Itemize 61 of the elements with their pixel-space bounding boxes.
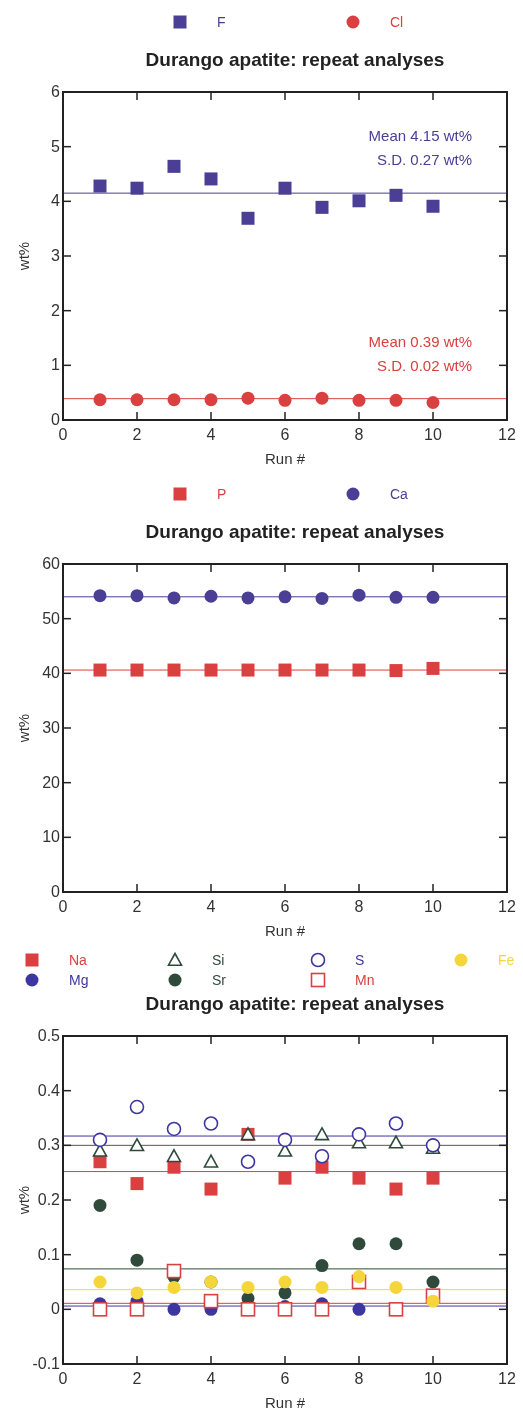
- y-tick-label: 0.4: [37, 1081, 61, 1099]
- y-tick-label: 0.3: [37, 1136, 61, 1154]
- y-tick-label: 0.5: [37, 1027, 61, 1044]
- y-tick-label: 50: [42, 609, 61, 627]
- y-tick-label: 20: [42, 773, 61, 791]
- y-axis-title: wt%: [15, 1185, 32, 1216]
- y-tick-label: 6: [51, 83, 61, 100]
- y-tick-label: 0.2: [37, 1191, 61, 1208]
- y-tick-label: 0: [51, 883, 61, 900]
- y-tick-label: 5: [51, 137, 61, 155]
- chart-title: Durango apatite: repeat analyses: [145, 521, 445, 542]
- y-tick-label: 30: [42, 719, 61, 736]
- x-axis-title: Run #: [264, 450, 306, 467]
- x-tick-label: 6: [280, 1370, 290, 1387]
- x-axis-title: Run #: [264, 922, 306, 939]
- legend-label: Cl: [390, 14, 404, 30]
- x-tick-label: 12: [498, 1370, 516, 1387]
- x-tick-label: 4: [206, 898, 216, 915]
- x-tick-label: 4: [206, 1370, 216, 1387]
- ref-line-label: Mean 0.39 wt% S.D. 0.02 wt%: [368, 332, 472, 374]
- y-tick-label: 60: [42, 555, 61, 572]
- x-tick-label: 10: [424, 1370, 442, 1387]
- y-axis-title: wt%: [15, 241, 32, 272]
- y-tick-label: 40: [42, 664, 61, 682]
- y-tick-label: 0: [51, 1300, 61, 1318]
- y-tick-label: 3: [51, 247, 61, 264]
- y-tick-label: 2: [51, 301, 61, 319]
- legend-label: Ca: [390, 486, 409, 502]
- x-tick-label: 8: [354, 426, 364, 443]
- x-tick-label: 2: [132, 426, 142, 443]
- x-tick-label: 12: [498, 898, 516, 915]
- legend-label: Mg: [69, 972, 89, 988]
- x-tick-label: 4: [206, 426, 216, 443]
- legend-label: Si: [212, 952, 225, 968]
- y-axis-title: wt%: [15, 713, 32, 744]
- x-axis-title: Run #: [264, 1394, 306, 1411]
- y-tick-label: 10: [42, 828, 61, 846]
- legend-label: S: [355, 952, 365, 968]
- y-tick-label: 0: [51, 411, 61, 428]
- legend-label: Fe: [498, 952, 515, 968]
- x-tick-label: 8: [354, 1370, 364, 1387]
- chart-title: Durango apatite: repeat analyses: [145, 993, 445, 1014]
- y-tick-label: -0.1: [32, 1355, 61, 1372]
- x-tick-label: 10: [424, 426, 442, 443]
- x-tick-label: 10: [424, 898, 442, 915]
- legend-label: Sr: [212, 972, 227, 988]
- x-tick-label: 12: [498, 426, 516, 443]
- y-tick-label: 1: [51, 356, 61, 374]
- legend-label: F: [217, 14, 226, 30]
- legend-label: P: [217, 486, 227, 502]
- x-tick-label: 6: [280, 426, 290, 443]
- x-tick-label: 2: [132, 1370, 142, 1387]
- x-tick-label: 8: [354, 898, 364, 915]
- legend-label: Na: [69, 952, 88, 968]
- chart-title: Durango apatite: repeat analyses: [145, 49, 445, 70]
- x-tick-label: 6: [280, 898, 290, 915]
- ref-line-label: Mean 4.15 wt% S.D. 0.27 wt%: [368, 127, 472, 169]
- x-tick-label: 2: [132, 898, 142, 915]
- y-tick-label: 0.1: [37, 1245, 61, 1263]
- y-tick-label: 4: [51, 192, 61, 210]
- legend-label: Mn: [355, 972, 375, 988]
